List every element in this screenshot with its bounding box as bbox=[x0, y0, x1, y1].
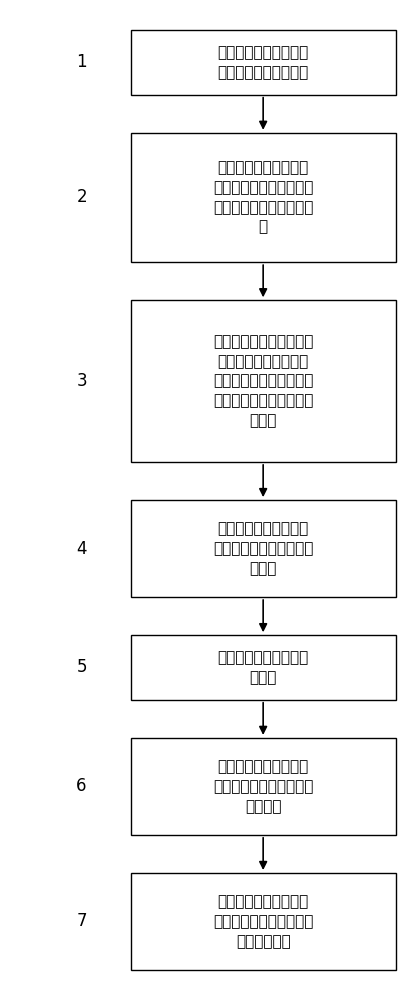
Text: 7: 7 bbox=[76, 912, 87, 930]
Text: 建立蒙特卡洛计算模型，
统计各核素的微观总反
应率、裂变反应率、弹性
散射反应率、中子通量密
度分布: 建立蒙特卡洛计算模型， 统计各核素的微观总反 应率、裂变反应率、弹性 散射反应率… bbox=[213, 334, 313, 428]
Text: 进行确定论的中子输运
方程求解，计算各阶的中
子通量矩: 进行确定论的中子输运 方程求解，计算各阶的中 子通量矩 bbox=[213, 759, 313, 814]
Text: 对各个核素的微观截面
进行能群、空间的归并，
产生少群截面: 对各个核素的微观截面 进行能群、空间的归并， 产生少群截面 bbox=[213, 894, 313, 949]
Text: 5: 5 bbox=[76, 658, 87, 676]
Text: 计算各个核素的微观总
截面、裂变截面、弹性散
射截面: 计算各个核素的微观总 截面、裂变截面、弹性散 射截面 bbox=[213, 521, 313, 576]
FancyBboxPatch shape bbox=[131, 300, 396, 462]
FancyBboxPatch shape bbox=[131, 30, 396, 95]
FancyBboxPatch shape bbox=[131, 500, 396, 597]
FancyBboxPatch shape bbox=[131, 635, 396, 700]
FancyBboxPatch shape bbox=[131, 738, 396, 835]
Text: 6: 6 bbox=[76, 777, 87, 795]
Text: 读取任一快堆组件的几
何信息、材料组分信息: 读取任一快堆组件的几 何信息、材料组分信息 bbox=[217, 45, 309, 80]
Text: 2: 2 bbox=[76, 188, 87, 206]
Text: 1: 1 bbox=[76, 53, 87, 71]
FancyBboxPatch shape bbox=[131, 133, 396, 262]
Text: 3: 3 bbox=[76, 372, 87, 390]
FancyBboxPatch shape bbox=[131, 873, 396, 970]
Text: 4: 4 bbox=[76, 540, 87, 558]
Text: 读取各个核素的微观非
弹性散射截面值、每次裂
变释放中子数、裂变谱信
息: 读取各个核素的微观非 弹性散射截面值、每次裂 变释放中子数、裂变谱信 息 bbox=[213, 160, 313, 235]
Text: 计算每个核素的弹性散
射矩阵: 计算每个核素的弹性散 射矩阵 bbox=[217, 650, 309, 685]
